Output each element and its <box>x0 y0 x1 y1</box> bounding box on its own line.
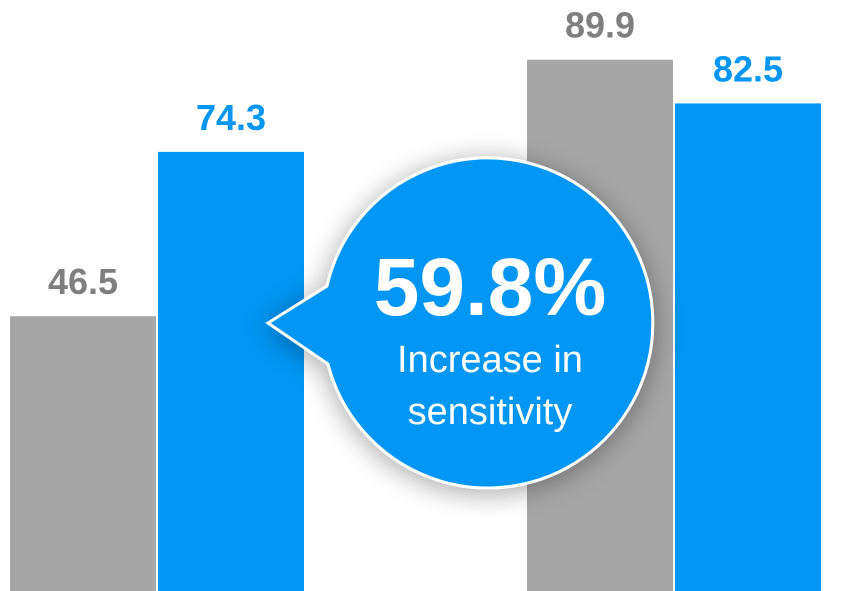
value-label-series1-group1: 46.5 <box>48 261 118 302</box>
callout-headline: 59.8% <box>374 242 607 333</box>
value-labels-group: 46.5 89.9 74.3 82.5 <box>48 5 783 302</box>
value-label-series2-group2: 82.5 <box>713 48 783 89</box>
bar-series1-group1 <box>10 316 156 591</box>
callout-shape <box>265 156 655 490</box>
callout-bubble: 59.8% Increase in sensitivity <box>265 156 655 490</box>
bar-series2-group1 <box>158 151 304 591</box>
value-label-series1-group2: 89.9 <box>565 5 635 46</box>
callout-line1: Increase in <box>397 339 583 381</box>
bar-series2-group2 <box>675 103 821 591</box>
callout-line2: sensitivity <box>408 391 573 433</box>
value-label-series2-group1: 74.3 <box>196 97 266 138</box>
